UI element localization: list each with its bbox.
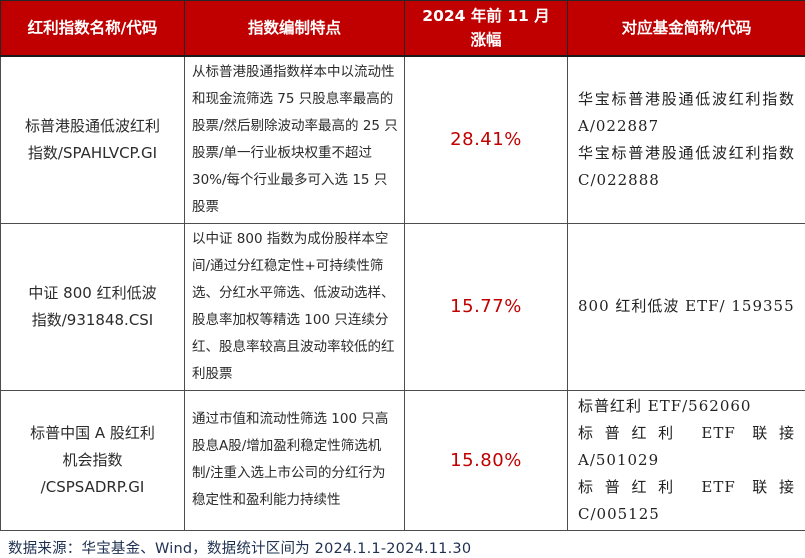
index-code-line: 指数/SPAHLVCP.GI	[7, 140, 178, 167]
header-funds: 对应基金简称/代码	[568, 1, 805, 56]
gain-cell: 15.77%	[405, 223, 568, 390]
header-features: 指数编制特点	[185, 1, 405, 56]
gain-cell: 15.80%	[405, 390, 568, 530]
index-name-line: 机会指数	[7, 447, 178, 474]
fund-item: 标普红利 ETF/562060	[578, 393, 795, 420]
index-name-cell: 标普港股通低波红利 指数/SPAHLVCP.GI	[1, 56, 185, 224]
fund-item: 华宝标普港股通低波红利指数 C/022888	[578, 140, 795, 194]
dividend-index-table: 红利指数名称/代码 指数编制特点 2024 年前 11 月 涨幅 对应基金简称/…	[0, 0, 805, 531]
table-header-row: 红利指数名称/代码 指数编制特点 2024 年前 11 月 涨幅 对应基金简称/…	[1, 1, 805, 56]
index-name-line: 标普中国 A 股红利	[7, 420, 178, 447]
header-gain-line2: 涨幅	[409, 28, 563, 52]
features-cell: 以中证 800 指数为成份股样本空间/通过分红稳定性+可持续性筛选、分红水平筛选…	[185, 223, 405, 390]
data-source-note: 数据来源：华宝基金、Wind，数据统计区间为 2024.1.1-2024.11.…	[0, 531, 805, 558]
header-index-name: 红利指数名称/代码	[1, 1, 185, 56]
funds-cell: 华宝标普港股通低波红利指数 A/022887 华宝标普港股通低波红利指数 C/0…	[568, 56, 805, 224]
table-row-sp-china-a-dividend: 标普中国 A 股红利 机会指数 /CSPSADRP.GI 通过市值和流动性筛选 …	[1, 390, 805, 530]
index-name-line: 中证 800 红利低波	[7, 280, 178, 307]
fund-item: 标普红利 ETF 联接 C/005125	[578, 474, 795, 528]
index-name-cell: 中证 800 红利低波 指数/931848.CSI	[1, 223, 185, 390]
index-name-cell: 标普中国 A 股红利 机会指数 /CSPSADRP.GI	[1, 390, 185, 530]
funds-cell: 800 红利低波 ETF/ 159355	[568, 223, 805, 390]
index-code-line: 指数/931848.CSI	[7, 307, 178, 334]
header-gain-line1: 2024 年前 11 月	[409, 4, 563, 28]
fund-item: 标普红利 ETF 联接 A/501029	[578, 420, 795, 474]
features-cell: 从标普港股通指数样本中以流动性和现金流筛选 75 只股息率最高的股票/然后剔除波…	[185, 56, 405, 224]
funds-cell: 标普红利 ETF/562060 标普红利 ETF 联接 A/501029 标普红…	[568, 390, 805, 530]
header-gain: 2024 年前 11 月 涨幅	[405, 1, 568, 56]
index-name-line: 标普港股通低波红利	[7, 113, 178, 140]
features-cell: 通过市值和流动性筛选 100 只高股息A股/增加盈利稳定性筛选机制/注重入选上市…	[185, 390, 405, 530]
table-row-csi800-dividend-lowvol: 中证 800 红利低波 指数/931848.CSI 以中证 800 指数为成份股…	[1, 223, 805, 390]
gain-cell: 28.41%	[405, 56, 568, 224]
fund-item: 华宝标普港股通低波红利指数 A/022887	[578, 86, 795, 140]
fund-item: 800 红利低波 ETF/ 159355	[578, 293, 795, 320]
index-code-line: /CSPSADRP.GI	[7, 474, 178, 501]
table-row-sp-hk-lowvol: 标普港股通低波红利 指数/SPAHLVCP.GI 从标普港股通指数样本中以流动性…	[1, 56, 805, 224]
